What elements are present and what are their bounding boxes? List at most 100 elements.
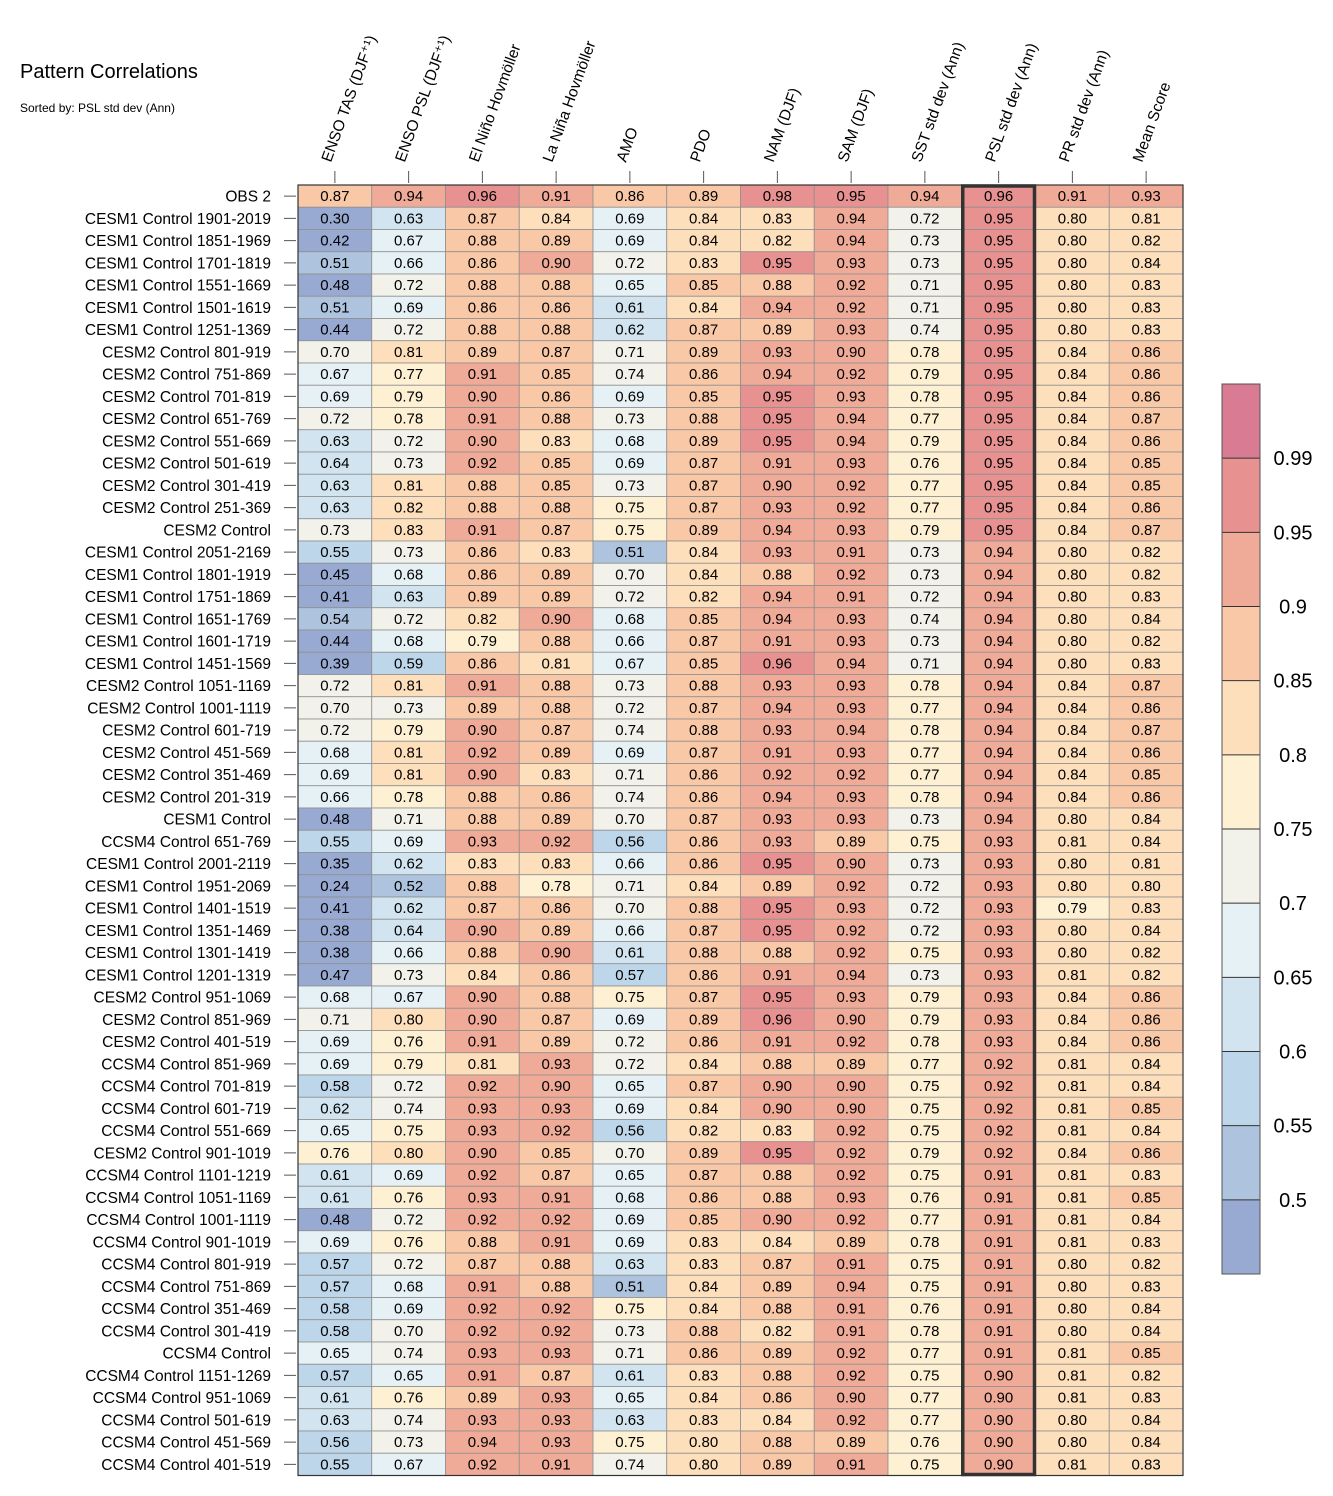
cell-value-label: 0.83: [689, 255, 718, 272]
cell-value-label: 0.95: [763, 900, 792, 917]
cell-value-label: 0.72: [394, 1078, 423, 1095]
cell-value-label: 0.84: [763, 1234, 792, 1251]
cell-value-label: 0.81: [394, 477, 423, 494]
row-label: CESM2 Control 401-519: [102, 1034, 271, 1051]
cell-value-label: 0.73: [394, 700, 423, 717]
cell-value-label: 0.93: [837, 322, 866, 339]
cell-value-label: 0.88: [763, 277, 792, 294]
cell-value-label: 0.93: [763, 678, 792, 695]
cell-value-label: 0.88: [689, 411, 718, 428]
cell-value-label: 0.62: [394, 900, 423, 917]
cell-value-label: 0.83: [1132, 322, 1161, 339]
cell-value-label: 0.84: [689, 878, 718, 895]
cell-value-label: 0.95: [984, 299, 1013, 316]
row-label: CESM1 Control 1701-1819: [85, 255, 271, 272]
cell-value-label: 0.63: [615, 1412, 644, 1429]
cell-value-label: 0.48: [320, 277, 349, 294]
cell-value-label: 0.84: [1132, 1078, 1161, 1095]
cell-value-label: 0.80: [1058, 811, 1087, 828]
cell-value-label: 0.73: [615, 678, 644, 695]
cell-value-label: 0.87: [689, 811, 718, 828]
cell-value-label: 0.72: [394, 611, 423, 628]
cell-value-label: 0.67: [394, 1456, 423, 1473]
cell-value-label: 0.76: [910, 1189, 939, 1206]
cell-value-label: 0.73: [394, 1434, 423, 1451]
cell-value-label: 0.86: [1132, 1011, 1161, 1028]
colorbar-tick-label: 0.6: [1279, 1042, 1307, 1064]
cell-value-label: 0.83: [1132, 1456, 1161, 1473]
cell-value-label: 0.74: [615, 366, 644, 383]
cell-value-label: 0.90: [468, 989, 497, 1006]
cell-value-label: 0.93: [542, 1100, 571, 1117]
row-label: CESM1 Control 1501-1619: [85, 300, 271, 317]
cell-value-label: 0.39: [320, 655, 349, 672]
cell-value-label: 0.93: [837, 900, 866, 917]
cell-value-label: 0.83: [1132, 299, 1161, 316]
cell-value-label: 0.93: [837, 522, 866, 539]
colorbar-segment: [1222, 606, 1260, 681]
cell-value-label: 0.81: [1058, 1167, 1087, 1184]
cell-value-label: 0.94: [984, 744, 1013, 761]
colorbar-outline: [1221, 383, 1261, 1275]
cell-value-label: 0.84: [1058, 989, 1087, 1006]
cell-value-label: 0.77: [910, 477, 939, 494]
cell-value-label: 0.83: [689, 1234, 718, 1251]
cell-value-label: 0.86: [1132, 744, 1161, 761]
cell-value-label: 0.87: [689, 322, 718, 339]
row-label: CESM1 Control 1401-1519: [85, 901, 271, 918]
cell-value-label: 0.93: [984, 922, 1013, 939]
cell-value-label: 0.84: [1058, 767, 1087, 784]
cell-value-label: 0.75: [910, 1256, 939, 1273]
cell-value-label: 0.80: [1058, 566, 1087, 583]
cell-value-label: 0.70: [320, 700, 349, 717]
cell-value-label: 0.81: [1058, 1390, 1087, 1407]
cell-value-label: 0.83: [542, 433, 571, 450]
row-label: CESM1 Control 1351-1469: [85, 923, 271, 940]
cell-value-label: 0.90: [837, 1390, 866, 1407]
cell-value-label: 0.94: [984, 611, 1013, 628]
cell-value-label: 0.94: [837, 1278, 866, 1295]
cell-value-label: 0.86: [542, 299, 571, 316]
cell-value-label: 0.24: [320, 878, 349, 895]
row-label: CCSM4 Control 301-419: [101, 1323, 271, 1340]
cell-value-label: 0.90: [468, 767, 497, 784]
cell-value-label: 0.87: [542, 344, 571, 361]
cell-value-label: 0.84: [689, 566, 718, 583]
cell-value-label: 0.93: [542, 1434, 571, 1451]
cell-value-label: 0.87: [468, 900, 497, 917]
heatmap-cells: 0.87 0.94 0.96 0.91 0.86 0.89 0.98 0.95 0.94 0.96…: [297, 184, 1184, 1476]
cell-value-label: 0.80: [689, 1434, 718, 1451]
cell-value-label: 0.88: [542, 633, 571, 650]
cell-value-label: 0.88: [468, 1234, 497, 1251]
cell-value-label: 0.69: [615, 744, 644, 761]
cell-value-label: 0.86: [468, 544, 497, 561]
column-label: ENSO TAS (DJF⁺¹): [319, 33, 381, 164]
cell-value-label: 0.93: [542, 1345, 571, 1362]
cell-value-label: 0.89: [468, 1390, 497, 1407]
cell-value-label: 0.79: [394, 722, 423, 739]
cell-value-label: 0.57: [615, 967, 644, 984]
cell-value-label: 0.71: [615, 878, 644, 895]
cell-value-label: 0.80: [1058, 233, 1087, 250]
colorbar-tick-label: 0.75: [1274, 819, 1313, 841]
cell-value-label: 0.94: [394, 188, 423, 205]
cell-value-label: 0.84: [1058, 678, 1087, 695]
row-label: CCSM4 Control 1001-1119: [86, 1212, 271, 1229]
cell-value-label: 0.86: [468, 255, 497, 272]
cell-value-label: 0.81: [1058, 1056, 1087, 1073]
cell-value-label: 0.83: [542, 544, 571, 561]
cell-value-label: 0.94: [468, 1434, 497, 1451]
row-label: CESM2 Control 951-1069: [94, 990, 272, 1007]
cell-value-label: 0.93: [984, 900, 1013, 917]
cell-value-label: 0.93: [837, 1189, 866, 1206]
colorbar-tick-label: 0.55: [1274, 1116, 1313, 1138]
cell-value-label: 0.92: [837, 1145, 866, 1162]
row-label: CESM1 Control: [163, 812, 271, 829]
cell-value-label: 0.95: [984, 433, 1013, 450]
cell-value-label: 0.93: [837, 255, 866, 272]
cell-value-label: 0.84: [1058, 1145, 1087, 1162]
cell-value-label: 0.95: [984, 455, 1013, 472]
cell-value-label: 0.44: [320, 322, 349, 339]
cell-value-label: 0.93: [837, 633, 866, 650]
cell-value-label: 0.72: [394, 322, 423, 339]
